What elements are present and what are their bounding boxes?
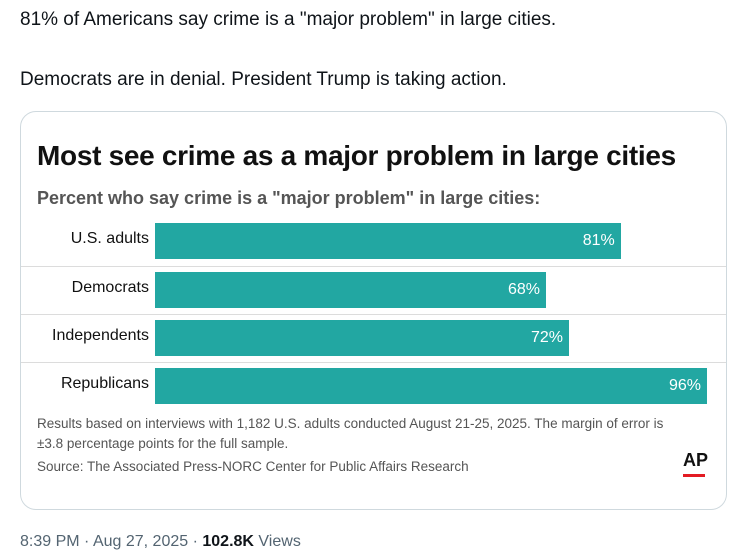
bar-value-label: 72% bbox=[530, 329, 563, 346]
chart-subtitle: Percent who say crime is a "major proble… bbox=[37, 188, 541, 208]
bar-value-label: 68% bbox=[507, 281, 540, 298]
tweet-meta: 8:39 PM · Aug 27, 2025 · 102.8K Views bbox=[20, 533, 301, 551]
category-label: Independents bbox=[52, 327, 149, 344]
tweet-text: 81% of Americans say crime is a "major p… bbox=[20, 8, 720, 92]
category-label: Democrats bbox=[71, 279, 149, 296]
ap-logo-text: AP bbox=[683, 450, 709, 470]
chart-note: Results based on interviews with 1,182 U… bbox=[37, 416, 664, 451]
tweet-line-1: 81% of Americans say crime is a "major p… bbox=[20, 9, 557, 30]
bar: 68% bbox=[155, 272, 546, 308]
tweet-time[interactable]: 8:39 PM bbox=[20, 533, 80, 550]
bar: 72% bbox=[155, 320, 569, 356]
chart-row: U.S. adults 81% bbox=[21, 218, 726, 266]
bar: 96% bbox=[155, 368, 707, 404]
bar: 81% bbox=[155, 223, 621, 259]
category-label: U.S. adults bbox=[70, 230, 149, 247]
category-label: Republicans bbox=[60, 375, 149, 392]
tweet-date[interactable]: Aug 27, 2025 bbox=[92, 533, 189, 550]
ap-logo-underline bbox=[683, 474, 705, 477]
chart-source: Source: The Associated Press-NORC Center… bbox=[37, 459, 469, 474]
bar-value-label: 96% bbox=[668, 377, 701, 394]
meta-separator: · bbox=[192, 533, 198, 550]
views-label: Views bbox=[258, 533, 301, 550]
bar-chart: U.S. adults 81% Democrats 68% Independents 72… bbox=[21, 218, 726, 408]
chart-title: Most see crime as a major problem in lar… bbox=[37, 140, 676, 171]
media-card[interactable]: Most see crime as a major problem in lar… bbox=[20, 111, 727, 510]
meta-separator: · bbox=[84, 533, 90, 550]
chart-row: Republicans 96% bbox=[21, 362, 726, 411]
chart-row: Democrats 68% bbox=[21, 266, 726, 315]
bar-value-label: 81% bbox=[582, 232, 615, 249]
views-count: 102.8K bbox=[202, 533, 254, 550]
ap-logo: AP bbox=[683, 450, 709, 477]
chart-row: Independents 72% bbox=[21, 314, 726, 363]
tweet-line-2: Democrats are in denial. President Trump… bbox=[20, 69, 507, 90]
